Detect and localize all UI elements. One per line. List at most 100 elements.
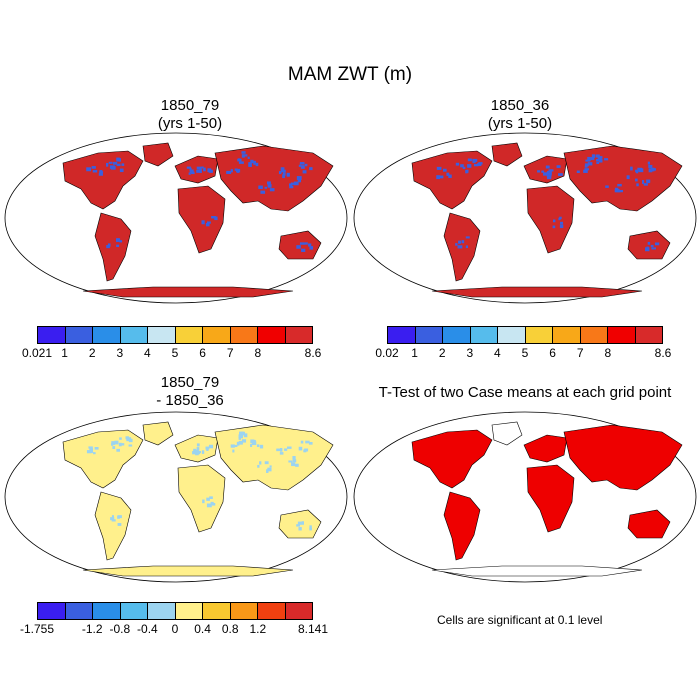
data-speckle <box>230 444 235 448</box>
colorbar-tick-label: 6 <box>549 346 556 360</box>
data-speckle <box>630 166 633 171</box>
colorbar-tick-label: 7 <box>226 346 234 360</box>
data-speckle <box>297 521 302 525</box>
data-speckle <box>234 168 238 171</box>
colorbar-tick-label: -1.755 <box>19 622 55 636</box>
data-speckle <box>282 174 285 179</box>
land-region <box>82 286 294 298</box>
data-speckle <box>288 460 293 463</box>
data-speckle <box>584 165 588 168</box>
colorbar-swatch <box>120 327 148 343</box>
data-speckle <box>304 242 308 245</box>
data-speckle <box>597 156 602 159</box>
colorbar-tick-label: 4 <box>494 346 501 360</box>
data-speckle <box>617 183 622 187</box>
data-speckle <box>293 181 299 186</box>
data-speckle <box>309 525 312 529</box>
land-region <box>177 464 226 533</box>
data-speckle <box>248 162 252 166</box>
data-speckle <box>116 244 120 248</box>
land-region <box>563 424 683 491</box>
data-speckle <box>303 449 307 453</box>
colorbar-tick-label: 0.4 <box>194 622 211 636</box>
data-speckle <box>648 164 653 168</box>
land-region <box>82 565 294 577</box>
data-speckle <box>192 451 197 455</box>
data-speckle <box>646 179 651 183</box>
data-speckle <box>537 170 541 173</box>
data-speckle <box>241 439 247 443</box>
data-speckle <box>548 169 554 172</box>
colorbar-tick-label: 3 <box>466 346 474 360</box>
data-speckle <box>119 240 123 243</box>
colorbar-tick-label: 0.8 <box>221 622 239 636</box>
colorbar-swatch <box>38 327 66 343</box>
data-speckle <box>576 170 580 174</box>
data-speckle <box>461 240 465 244</box>
data-speckle <box>296 176 302 180</box>
data-speckle <box>203 167 206 172</box>
data-speckle <box>269 465 272 468</box>
data-speckle <box>596 161 600 164</box>
data-speckle <box>546 171 550 175</box>
data-speckle <box>119 437 122 440</box>
data-speckle <box>598 157 602 161</box>
colorbar-tick-label: 1.2 <box>249 622 267 636</box>
panel-3-title: 1850_79 - 1850_36 <box>25 374 355 410</box>
data-speckle <box>654 242 660 246</box>
colorbar-swatch <box>148 327 176 343</box>
data-speckle <box>243 433 248 438</box>
data-speckle <box>196 447 200 451</box>
data-speckle <box>238 161 244 164</box>
data-speckle <box>234 444 238 447</box>
data-speckle <box>647 241 651 245</box>
data-speckle <box>253 439 256 443</box>
data-speckle <box>241 154 245 158</box>
panel-3-title-line2: - 1850_36 <box>156 392 224 409</box>
data-speckle <box>205 446 210 450</box>
data-speckle <box>201 220 205 225</box>
data-speckle <box>111 519 116 522</box>
land-region <box>443 491 481 561</box>
data-speckle <box>545 165 550 169</box>
colorbar-swatch <box>388 327 416 343</box>
data-speckle <box>202 499 205 504</box>
colorbar-tick-label: 1 <box>411 346 418 360</box>
data-speckle <box>309 167 313 171</box>
data-speckle <box>442 168 447 172</box>
data-speckle <box>643 183 648 186</box>
data-speckle <box>638 168 644 173</box>
data-speckle <box>478 162 483 165</box>
data-speckle <box>241 151 246 154</box>
map-panel-1 <box>4 132 348 304</box>
data-speckle <box>294 464 298 467</box>
colorbar-swatch <box>203 327 231 343</box>
data-speckle <box>111 515 114 519</box>
data-speckle <box>290 182 296 185</box>
data-speckle <box>107 243 111 247</box>
data-speckle <box>93 452 96 455</box>
data-speckle <box>239 431 244 436</box>
data-speckle <box>467 158 472 162</box>
data-speckle <box>205 223 210 227</box>
data-speckle <box>647 161 651 165</box>
data-speckle <box>596 158 600 162</box>
land-region <box>174 155 219 184</box>
data-speckle <box>458 240 461 244</box>
colorbar-2 <box>387 326 663 344</box>
data-speckle <box>114 440 119 445</box>
colorbar-swatch <box>608 327 636 343</box>
colorbar-swatch <box>415 327 443 343</box>
data-speckle <box>462 166 466 170</box>
colorbar-tick-label: 8.141 <box>297 622 329 636</box>
colorbar-2-labels: 0.02 1 2 3 4 5 6 7 8 8.6 <box>0 346 700 362</box>
colorbar-swatch <box>203 603 231 619</box>
data-speckle <box>299 242 305 245</box>
data-speckle <box>276 448 280 452</box>
colorbar-tick-label: 0.021 <box>21 346 53 360</box>
data-speckle <box>280 167 285 171</box>
map-panel-2 <box>353 132 697 304</box>
data-speckle <box>206 497 210 501</box>
colorbar-swatch <box>175 603 203 619</box>
data-speckle <box>558 217 561 221</box>
